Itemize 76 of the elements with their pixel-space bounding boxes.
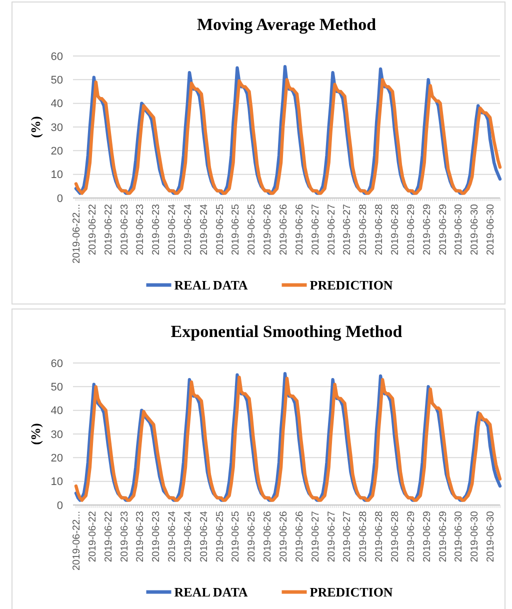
x-tick-label: 2019-06-29 <box>422 510 433 562</box>
x-tick-label: 2019-06-25 <box>214 204 226 256</box>
x-tick-label: 2019-06-28 <box>358 510 370 562</box>
y-tick-label: 30 <box>50 122 63 134</box>
y-tick-label: 30 <box>50 428 63 441</box>
x-tick-label: 2019-06-24 <box>198 204 210 256</box>
x-tick-label: 2019-06-28 <box>374 510 386 562</box>
x-tick-label: 2019-06-27 <box>342 204 354 256</box>
x-tick-label: 2019-06-29 <box>406 510 417 562</box>
x-tick-label: 2019-06-24 <box>198 510 210 562</box>
x-tick-label: 2019-06-24 <box>167 204 178 256</box>
x-tick-label: 2019-06-26 <box>262 510 274 562</box>
x-tick-label: 2019-06-25 <box>230 204 242 256</box>
y-axis-title: (%) <box>28 116 43 138</box>
y-tick-label: 50 <box>50 74 63 87</box>
y-tick-label: 50 <box>50 382 63 394</box>
x-tick-label: 2019-06-23 <box>151 204 162 256</box>
x-tick-label: 2019-06-26 <box>278 204 290 256</box>
x-tick-label: 2019-06-28 <box>390 204 401 256</box>
legend-label: REAL DATA <box>174 584 248 600</box>
x-tick-label: 2019-06-27 <box>342 510 354 562</box>
y-tick-label: 60 <box>50 358 63 370</box>
x-tick-label: 2019-06-29 <box>438 204 449 256</box>
x-tick-label: 2019-06-28 <box>374 204 386 256</box>
legend-label: PREDICTION <box>310 278 394 293</box>
x-tick-label: 2019-06-29 <box>406 204 417 256</box>
y-tick-label: 0 <box>56 500 63 512</box>
y-tick-label: 40 <box>50 98 63 110</box>
y-tick-label: 10 <box>50 169 63 182</box>
x-tick-label: 2019-06-22 <box>87 510 98 562</box>
x-tick-label: 2019-06-27 <box>310 204 322 256</box>
x-tick-label: 2019-06-26 <box>278 510 290 562</box>
x-tick-label: 2019-06-29 <box>438 510 449 562</box>
x-tick-label: 2019-06-30 <box>470 204 481 256</box>
x-tick-label: 2019-06-22 <box>103 204 114 256</box>
x-tick-label: 2019-06-22... <box>72 204 82 264</box>
x-tick-label: 2019-06-23 <box>151 510 162 562</box>
y-tick-label: 10 <box>50 476 63 488</box>
x-tick-label: 2019-06-26 <box>294 204 306 256</box>
x-tick-label: 2019-06-26 <box>294 510 306 562</box>
x-tick-label: 2019-06-22... <box>72 511 82 570</box>
x-tick-label: 2019-06-30 <box>454 204 465 256</box>
chart-title: Moving Average Method <box>196 15 377 34</box>
x-tick-label: 2019-06-25 <box>214 510 226 562</box>
x-tick-label: 2019-06-24 <box>182 204 194 256</box>
x-tick-label: 2019-06-23 <box>135 204 146 256</box>
x-tick-label: 2019-06-23 <box>135 510 146 562</box>
x-tick-label: 2019-06-27 <box>326 204 338 256</box>
x-tick-label: 2019-06-23 <box>119 204 130 256</box>
x-tick-label: 2019-06-27 <box>326 510 338 562</box>
x-tick-label: 2019-06-25 <box>230 510 242 562</box>
y-tick-label: 20 <box>50 146 63 158</box>
legend-label: REAL DATA <box>174 278 248 293</box>
x-tick-label: 2019-06-30 <box>486 204 497 256</box>
y-tick-label: 60 <box>50 50 63 63</box>
x-tick-label: 2019-06-27 <box>310 510 322 562</box>
y-axis-title: (%) <box>28 423 43 445</box>
x-tick-label: 2019-06-29 <box>422 204 433 256</box>
legend-label: PREDICTION <box>310 584 394 600</box>
x-tick-label: 2019-06-26 <box>262 204 274 256</box>
x-tick-label: 2019-06-24 <box>182 510 194 562</box>
chart-title: Exponential Smoothing Method <box>170 322 403 341</box>
y-tick-label: 20 <box>50 452 63 465</box>
x-tick-label: 2019-06-28 <box>390 510 401 562</box>
x-tick-label: 2019-06-24 <box>167 510 178 562</box>
y-tick-label: 40 <box>50 405 63 418</box>
x-tick-label: 2019-06-30 <box>486 510 497 562</box>
x-tick-label: 2019-06-25 <box>246 204 258 256</box>
x-tick-label: 2019-06-25 <box>246 510 258 562</box>
x-tick-label: 2019-06-30 <box>470 510 481 562</box>
x-tick-label: 2019-06-22 <box>87 204 98 256</box>
x-tick-label: 2019-06-28 <box>358 204 370 256</box>
x-tick-label: 2019-06-23 <box>119 510 130 562</box>
y-tick-label: 0 <box>56 192 63 205</box>
x-tick-label: 2019-06-22 <box>103 510 114 562</box>
x-tick-label: 2019-06-30 <box>454 510 465 562</box>
